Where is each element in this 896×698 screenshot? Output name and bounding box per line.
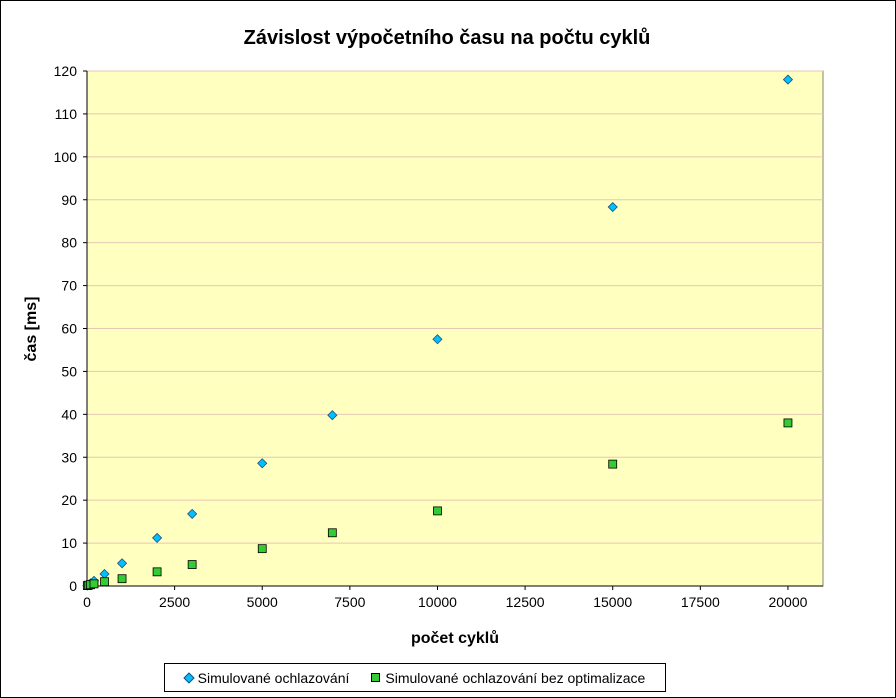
y-tick-label: 90 <box>61 192 77 208</box>
series-2-point <box>783 418 793 428</box>
x-axis-title: počet cyklů <box>411 630 499 647</box>
series-2-point <box>327 528 337 538</box>
y-tick-label: 0 <box>69 578 77 594</box>
diamond-marker-icon <box>182 671 195 684</box>
series-2-point <box>257 544 267 554</box>
legend-label-series-2: Simulované ochlazování bez optimalizace <box>385 669 646 686</box>
series-1-point <box>432 334 443 345</box>
square-marker-icon <box>371 673 381 682</box>
y-tick-label: 70 <box>61 278 77 294</box>
x-tick-label: 17500 <box>681 594 720 610</box>
series-2-point <box>100 577 109 587</box>
series-1-point <box>257 458 268 469</box>
x-tick-label: 7500 <box>334 594 365 610</box>
chart-title: Závislost výpočetního času na počtu cykl… <box>243 27 651 49</box>
series-2-point <box>187 560 197 569</box>
x-tick-label: 10000 <box>418 594 457 610</box>
x-tick-label: 12500 <box>506 594 545 610</box>
y-tick-label: 50 <box>61 363 77 379</box>
series-2-point <box>89 579 99 589</box>
x-tick-label: 20000 <box>768 594 807 610</box>
series-2-point <box>433 506 442 516</box>
x-tick-label: 0 <box>83 594 91 610</box>
series-2-point <box>152 567 162 577</box>
legend: Simulované ochlazování Simulované ochlaz… <box>164 663 666 692</box>
y-tick-label: 10 <box>61 535 77 551</box>
series-1-point <box>607 201 618 213</box>
x-tick-label: 5000 <box>247 594 278 610</box>
y-tick-label: 20 <box>61 492 77 508</box>
series-1-point <box>116 558 128 569</box>
legend-item-series-1: Simulované ochlazování <box>182 669 350 686</box>
series-1-point <box>327 410 338 421</box>
series-1-point <box>187 508 198 519</box>
legend-item-series-2: Simulované ochlazování bez optimalizace <box>371 670 645 686</box>
series-2-point <box>117 574 127 584</box>
series-1-point <box>152 532 163 543</box>
series-1-point <box>782 74 794 85</box>
y-tick-label: 110 <box>55 106 78 122</box>
y-tick-label: 80 <box>61 235 77 251</box>
y-axis-title: čas [ms] <box>23 297 40 362</box>
x-tick-label: 2500 <box>159 594 190 610</box>
y-tick-label: 100 <box>54 149 78 165</box>
x-tick-label: 15000 <box>593 594 632 610</box>
y-tick-label: 120 <box>54 63 78 79</box>
y-tick-label: 40 <box>61 406 77 422</box>
series-2-point <box>608 459 618 469</box>
y-tick-label: 60 <box>61 321 77 337</box>
legend-label-series-1: Simulované ochlazování <box>197 669 350 686</box>
y-tick-label: 30 <box>61 449 77 465</box>
